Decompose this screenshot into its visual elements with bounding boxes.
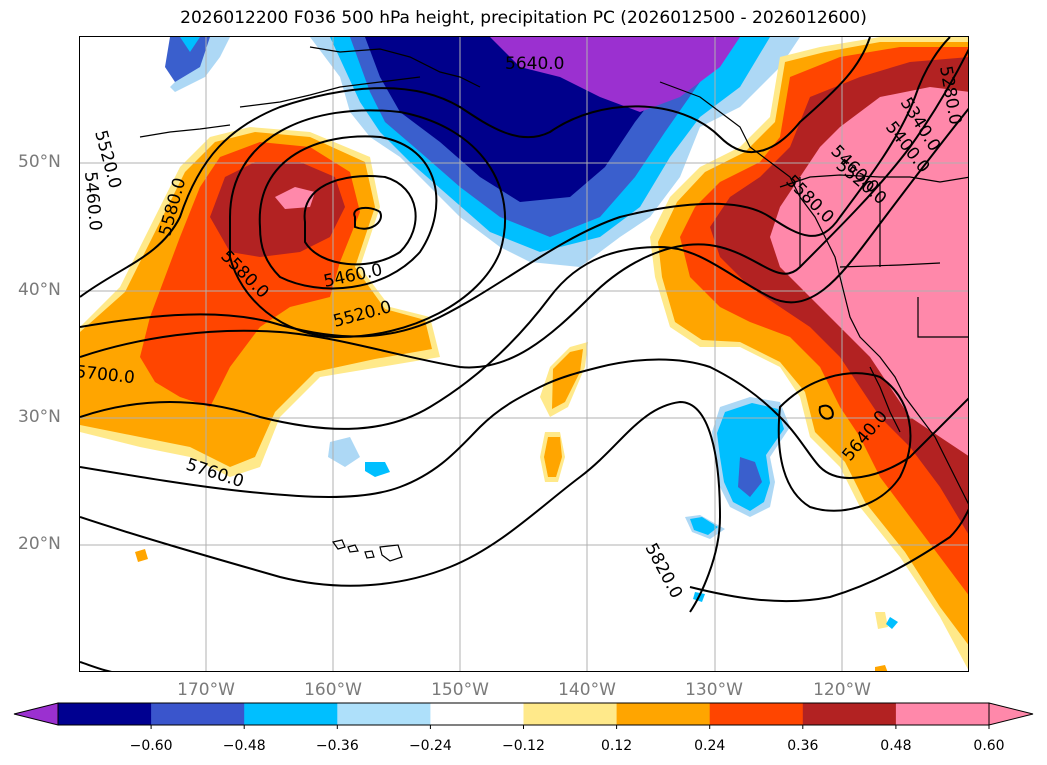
map-title: 2026012200 F036 500 hPa height, precipit… [180,8,867,28]
colorbar-right-arrow [988,702,1034,726]
lon-label-130w: 130°W [685,680,743,700]
colorbar-segment [430,703,524,725]
colorbar-left-arrow [13,702,59,726]
islands [331,539,403,562]
contour-label: 5820.0 [641,540,687,602]
lon-label-170w: 170°W [177,680,235,700]
colorbar-segment [337,703,431,725]
contour-label: 5460.0 [80,171,105,232]
colorbar [13,702,1034,729]
map-canvas: 5640.0 5520.0 5460.0 5580.0 5580.0 5460.… [80,37,968,671]
colorbar-tick-label: −0.12 [502,738,545,754]
map-panel: 5640.0 5520.0 5460.0 5580.0 5580.0 5460.… [79,36,969,672]
lon-label-160w: 160°W [304,680,362,700]
lat-label-40n: 40°N [18,280,61,300]
lon-label-150w: 150°W [431,680,489,700]
colorbar-tick-label: 0.12 [601,738,633,754]
colorbar-segment [58,703,152,725]
lat-label-30n: 30°N [18,407,61,427]
colorbar-tick-label: 0.36 [787,738,819,754]
lat-label-20n: 20°N [18,534,61,554]
colorbar-segment [244,703,338,725]
lon-label-120w: 120°W [813,680,871,700]
colorbar-tick-label: −0.36 [315,738,359,754]
colorbar-segment [616,703,711,725]
colorbar-tick-label: 0.48 [880,738,912,754]
colorbar-tick-label: −0.48 [222,738,266,754]
colorbar-segment [151,703,245,725]
positive-anomaly-east [650,37,968,670]
colorbar-segment [523,703,618,725]
colorbar-tick-label: −0.24 [408,738,452,754]
colorbar-segment [709,703,804,725]
colorbar-segment [802,703,897,725]
coastlines [139,46,968,505]
colorbar-segment [895,703,990,725]
lat-label-50n: 50°N [18,152,61,172]
graticule [80,37,968,671]
lon-label-140w: 140°W [558,680,616,700]
positive-anomaly-west [80,127,440,477]
colorbar-tick-label: 0.24 [694,738,726,754]
colorbar-tick-label: −0.60 [129,738,173,754]
colorbar-tick-label: 0.60 [973,738,1005,754]
contour-label: 5640.0 [505,54,564,74]
small-anomaly-blobs [135,342,898,671]
height-contours [80,37,968,671]
